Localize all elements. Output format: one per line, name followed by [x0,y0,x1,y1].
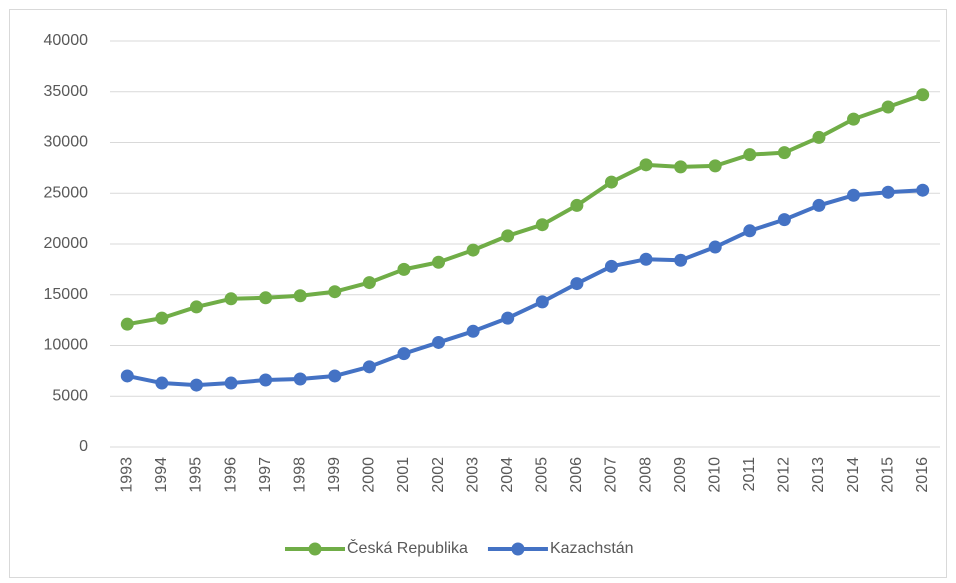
data-point [432,255,446,269]
data-point [155,376,169,390]
data-point [639,252,653,266]
chart-border [9,9,947,578]
y-tick-label: 20000 [44,235,89,252]
y-tick-label: 40000 [44,32,89,49]
data-point [535,218,549,232]
x-tick-label: 2010 [706,457,723,493]
data-point [293,372,307,386]
x-tick-label: 1996 [222,457,239,493]
data-point [777,213,791,227]
data-point [259,373,273,387]
x-tick-label: 1998 [291,457,308,493]
x-tick-label: 2016 [914,457,931,493]
data-point [708,159,722,173]
data-point [639,158,653,172]
data-point [189,378,203,392]
data-point [397,347,411,361]
y-tick-label: 35000 [44,83,89,100]
data-point [224,292,238,306]
data-point [743,224,757,238]
data-point [708,240,722,254]
x-tick-label: 2013 [810,457,827,493]
x-tick-label: 1993 [119,457,136,493]
data-point [362,276,376,290]
data-point [189,300,203,314]
data-point [674,160,688,174]
x-tick-label: 1994 [153,457,170,493]
y-tick-label: 10000 [44,337,89,354]
x-tick-label: 2004 [499,457,516,493]
data-point [535,295,549,309]
legend-marker [511,542,525,556]
x-tick-label: 2009 [672,457,689,493]
data-point [224,376,238,390]
x-tick-label: 1995 [188,457,205,493]
data-point [916,88,930,102]
x-tick-label: 2014 [845,457,862,493]
x-tick-label: 2003 [464,457,481,493]
data-point [155,311,169,325]
data-point [120,369,134,383]
legend-label: Kazachstán [550,540,634,557]
data-point [604,175,618,189]
data-point [328,285,342,299]
data-point [501,311,515,325]
data-point [881,185,895,199]
x-tick-label: 2015 [879,457,896,493]
data-point [604,259,618,273]
y-tick-label: 30000 [44,134,89,151]
data-point [466,243,480,257]
data-point [847,188,861,202]
data-point [466,324,480,338]
data-point [501,229,515,243]
x-tick-label: 1997 [257,457,274,493]
data-point [259,291,273,305]
data-point [847,112,861,126]
legend-marker [308,542,322,556]
data-point [432,335,446,349]
x-tick-label: 2002 [430,457,447,493]
data-point [328,369,342,383]
data-point [812,198,826,212]
data-point [293,289,307,303]
y-tick-label: 15000 [44,286,89,303]
x-tick-label: 1999 [326,457,343,493]
x-tick-label: 2011 [741,457,758,492]
data-point [397,262,411,276]
x-tick-label: 2007 [603,457,620,493]
x-tick-label: 2000 [361,457,378,493]
data-point [916,183,930,197]
data-point [674,253,688,267]
data-point [743,148,757,162]
legend-label: Česká Republika [347,538,468,557]
x-tick-label: 2012 [776,457,793,493]
y-tick-label: 0 [79,438,88,455]
data-point [570,198,584,212]
data-point [120,317,134,331]
data-point [812,130,826,144]
y-tick-label: 5000 [52,387,88,404]
data-point [362,360,376,374]
x-tick-label: 2008 [637,457,654,493]
data-point [881,100,895,114]
x-tick-label: 2005 [534,457,551,493]
x-tick-label: 2001 [395,457,412,493]
data-point [777,146,791,160]
data-point [570,277,584,291]
x-tick-label: 2006 [568,457,585,493]
y-tick-label: 25000 [44,184,89,201]
